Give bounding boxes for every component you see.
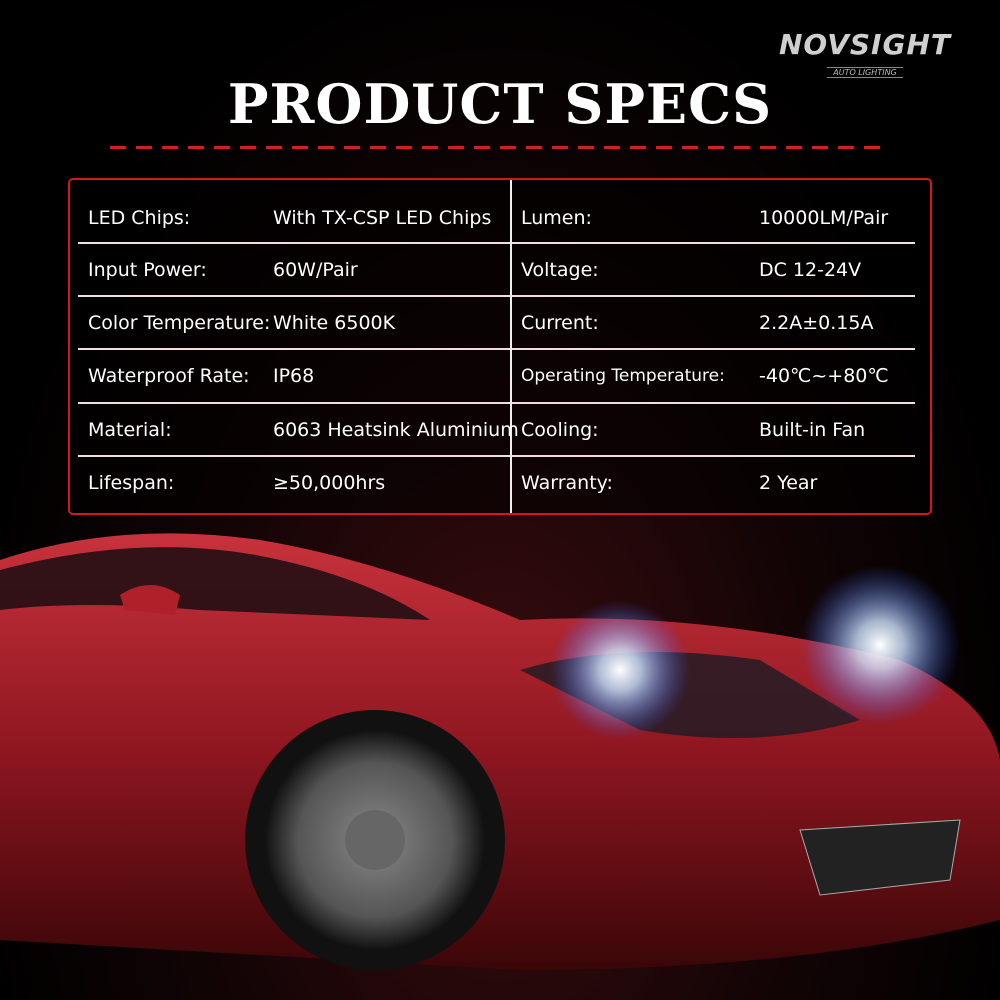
- spec-row: Lumen: 10000LM/Pair: [70, 192, 930, 244]
- spec-label: Warranty:: [521, 472, 613, 494]
- spec-value: -40℃~+80℃: [759, 365, 889, 387]
- row-divider: [78, 455, 510, 457]
- spec-value: 60W/Pair: [273, 259, 358, 281]
- brand-tagline: AUTO LIGHTING: [827, 67, 903, 78]
- row-divider: [78, 402, 510, 404]
- spec-row: Material: 6063 Heatsink Aluminium: [70, 404, 930, 456]
- spec-row: Operating Temperature: -40℃~+80℃: [70, 350, 930, 402]
- page-title: PRODUCT SPECS: [227, 72, 773, 136]
- spec-row: Waterproof Rate: IP68: [70, 350, 930, 402]
- spec-row: Voltage: DC 12-24V: [70, 244, 930, 296]
- spec-label: Lifespan:: [88, 472, 175, 494]
- spec-row: Color Temperature: White 6500K: [70, 297, 930, 349]
- row-divider: [78, 295, 510, 297]
- red-sports-car-image: [0, 533, 1000, 970]
- brand-name: NOVSIGHT: [778, 28, 951, 61]
- spec-label: LED Chips:: [88, 207, 191, 229]
- specs-table: LED Chips: With TX-CSP LED Chips Lumen: 100…: [68, 178, 932, 515]
- column-divider: [510, 180, 512, 513]
- spec-label: Material:: [88, 419, 172, 441]
- row-divider: [512, 295, 915, 297]
- row-divider: [78, 348, 510, 350]
- spec-value: IP68: [273, 365, 315, 387]
- spec-row: Input Power: 60W/Pair: [70, 244, 930, 296]
- spec-label: Lumen:: [521, 207, 592, 229]
- spec-row: Current: 2.2A±0.15A: [70, 297, 930, 349]
- spec-label: Cooling:: [521, 419, 599, 441]
- row-divider: [78, 242, 510, 244]
- spec-row: Lifespan: ≥50,000hrs: [70, 457, 930, 509]
- spec-row: Cooling: Built-in Fan: [70, 404, 930, 456]
- spec-value: DC 12-24V: [759, 259, 862, 281]
- spec-label: Color Temperature:: [88, 312, 271, 334]
- spec-row: LED Chips: With TX-CSP LED Chips: [70, 192, 930, 244]
- spec-label: Operating Temperature:: [521, 366, 725, 386]
- spec-label: Current:: [521, 312, 599, 334]
- spec-value: White 6500K: [273, 312, 396, 334]
- spec-value: 2.2A±0.15A: [759, 312, 874, 334]
- brand-logo: NOVSIGHT AUTO LIGHTING: [765, 30, 965, 79]
- row-divider: [512, 348, 915, 350]
- row-divider: [512, 402, 915, 404]
- spec-label: Voltage:: [521, 259, 599, 281]
- row-divider: [512, 242, 915, 244]
- spec-value: 10000LM/Pair: [759, 207, 889, 229]
- row-divider: [512, 455, 915, 457]
- dashed-divider: [110, 146, 890, 149]
- spec-value: 6063 Heatsink Aluminium: [273, 419, 519, 441]
- spec-value: ≥50,000hrs: [273, 472, 386, 494]
- spec-value: 2 Year: [759, 472, 818, 494]
- spec-label: Waterproof Rate:: [88, 365, 250, 387]
- spec-value: Built-in Fan: [759, 419, 866, 441]
- spec-label: Input Power:: [88, 259, 207, 281]
- spec-row: Warranty: 2 Year: [70, 457, 930, 509]
- spec-value: With TX-CSP LED Chips: [273, 207, 492, 229]
